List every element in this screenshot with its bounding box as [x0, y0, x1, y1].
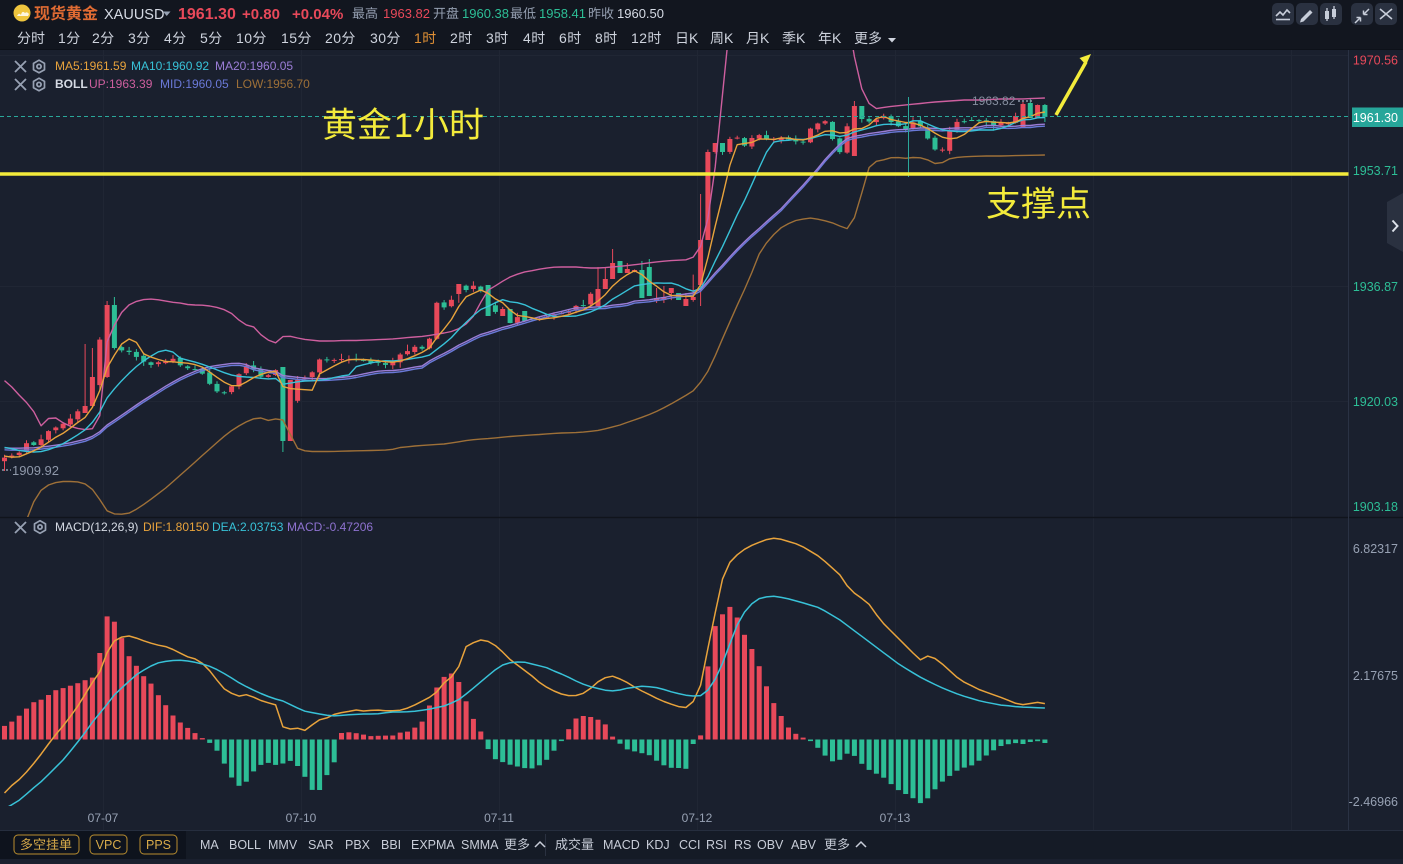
svg-text:1960.50: 1960.50 [617, 6, 664, 21]
svg-text:K: K [689, 30, 699, 46]
svg-text:1960.38: 1960.38 [462, 6, 509, 21]
svg-text:1963.82: 1963.82 [383, 6, 430, 21]
svg-text:4: 4 [164, 30, 172, 46]
svg-text:6.82317: 6.82317 [1353, 542, 1398, 556]
svg-text:1: 1 [414, 30, 422, 46]
svg-text:2: 2 [639, 30, 647, 46]
svg-text:07-11: 07-11 [484, 811, 514, 825]
svg-text:8: 8 [595, 30, 603, 46]
svg-text:+0.80: +0.80 [242, 6, 280, 23]
svg-text:1: 1 [58, 30, 66, 46]
svg-text:BOLL: BOLL [55, 77, 88, 91]
svg-text:ABV: ABV [791, 838, 817, 852]
svg-text:CCI: CCI [679, 838, 701, 852]
svg-text:K: K [796, 30, 806, 46]
svg-text:1953.71: 1953.71 [1353, 164, 1398, 178]
svg-text:1936.87: 1936.87 [1353, 280, 1398, 294]
svg-text:K: K [760, 30, 770, 46]
svg-text:1958.41: 1958.41 [539, 6, 586, 21]
svg-text:MMV: MMV [268, 838, 298, 852]
svg-text:1961.30: 1961.30 [178, 6, 236, 23]
svg-text:XAUUSD: XAUUSD [104, 7, 164, 23]
svg-text:MA10:1960.92: MA10:1960.92 [131, 59, 209, 73]
svg-text:PBX: PBX [345, 838, 371, 852]
svg-text:DEA:2.03753: DEA:2.03753 [212, 520, 284, 534]
svg-text:K: K [724, 30, 734, 46]
svg-text:VPC: VPC [96, 838, 122, 852]
svg-text:1: 1 [281, 30, 289, 46]
svg-text:3: 3 [486, 30, 494, 46]
svg-text:07-10: 07-10 [286, 811, 317, 825]
svg-text:MA20:1960.05: MA20:1960.05 [215, 59, 293, 73]
svg-text:MID:1960.05: MID:1960.05 [160, 77, 229, 91]
svg-text:1909.92: 1909.92 [12, 463, 59, 478]
svg-text:RS: RS [734, 838, 751, 852]
svg-text:MACD(12,26,9): MACD(12,26,9) [55, 520, 138, 534]
svg-text:1: 1 [394, 107, 413, 145]
svg-text:1903.18: 1903.18 [1353, 500, 1398, 514]
svg-text:BOLL: BOLL [229, 838, 261, 852]
svg-text:PPS: PPS [146, 838, 171, 852]
svg-text:EXPMA: EXPMA [411, 838, 455, 852]
svg-text:1961.30: 1961.30 [1353, 111, 1398, 125]
svg-text:5: 5 [200, 30, 208, 46]
svg-text:SMMA: SMMA [461, 838, 499, 852]
svg-text:MACD:-0.47206: MACD:-0.47206 [287, 520, 373, 534]
svg-text:0: 0 [333, 30, 341, 46]
svg-text:07-07: 07-07 [88, 811, 119, 825]
svg-text:5: 5 [289, 30, 297, 46]
svg-text:+0.04%: +0.04% [292, 6, 343, 23]
svg-text:2.17675: 2.17675 [1353, 669, 1398, 683]
svg-text:1963.82: 1963.82 [972, 94, 1016, 108]
svg-text:0: 0 [244, 30, 252, 46]
svg-text:1: 1 [236, 30, 244, 46]
svg-text:BBI: BBI [381, 838, 401, 852]
svg-text:0: 0 [378, 30, 386, 46]
svg-text:-2.46966: -2.46966 [1349, 795, 1398, 809]
svg-text:MACD: MACD [603, 838, 640, 852]
svg-text:UP:1963.39: UP:1963.39 [89, 77, 153, 91]
svg-text:1: 1 [631, 30, 639, 46]
svg-text:3: 3 [370, 30, 378, 46]
svg-text:1970.56: 1970.56 [1353, 54, 1398, 68]
svg-text:LOW:1956.70: LOW:1956.70 [236, 77, 310, 91]
svg-text:2: 2 [92, 30, 100, 46]
svg-text:1920.03: 1920.03 [1353, 395, 1398, 409]
svg-text:07-12: 07-12 [682, 811, 713, 825]
svg-text:MA5:1961.59: MA5:1961.59 [55, 59, 127, 73]
svg-text:3: 3 [128, 30, 136, 46]
svg-text:07-13: 07-13 [880, 811, 911, 825]
svg-text:6: 6 [559, 30, 567, 46]
svg-text:KDJ: KDJ [646, 838, 670, 852]
svg-text:4: 4 [523, 30, 531, 46]
svg-text:2: 2 [450, 30, 458, 46]
svg-text:DIF:1.80150: DIF:1.80150 [143, 520, 209, 534]
svg-text:OBV: OBV [757, 838, 784, 852]
svg-text:MA: MA [200, 838, 219, 852]
svg-text:2: 2 [325, 30, 333, 46]
svg-text:SAR: SAR [308, 838, 334, 852]
svg-text:K: K [832, 30, 842, 46]
svg-text:RSI: RSI [706, 838, 727, 852]
